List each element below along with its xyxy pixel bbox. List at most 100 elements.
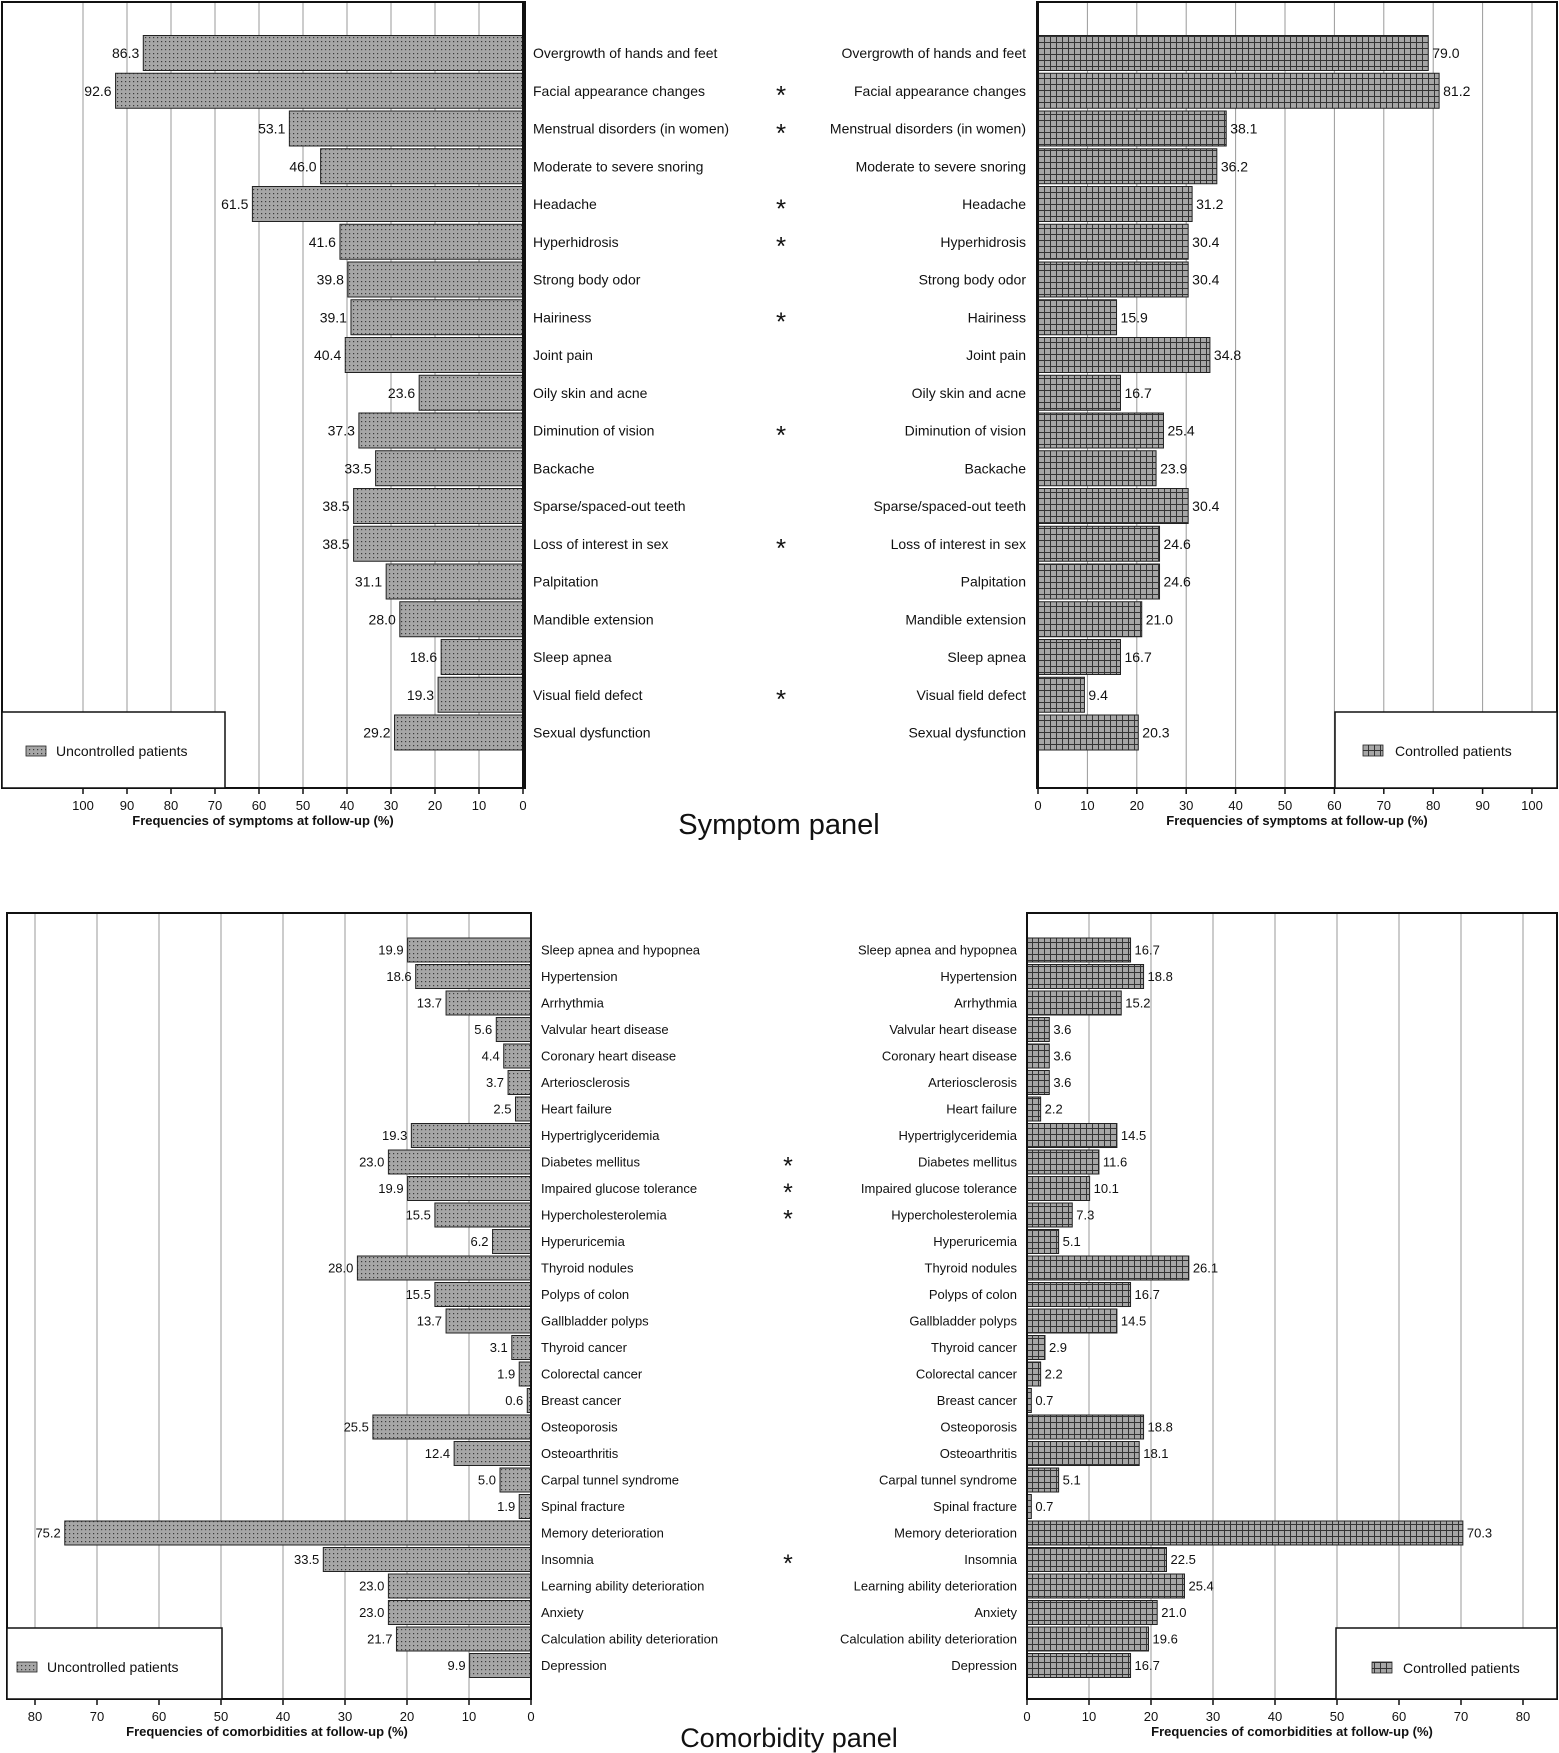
bar-value-label: 19.6 <box>1153 1632 1178 1647</box>
bar-insomnia <box>1026 1547 1167 1572</box>
x-tick-label: 80 <box>28 1709 42 1724</box>
x-tick-label: 70 <box>90 1709 104 1724</box>
symptom-right-frame <box>1036 1 1558 789</box>
bar-arteriosclerosis <box>1026 1070 1050 1095</box>
significance-star: * <box>776 118 786 148</box>
category-label-carpal-tunnel-syndrome: Carpal tunnel syndrome <box>541 1473 679 1488</box>
category-label-anxiety: Anxiety <box>974 1605 1017 1620</box>
category-label-depression: Depression <box>951 1658 1017 1673</box>
category-label-palpitation: Palpitation <box>533 574 598 590</box>
bar-value-label: 79.0 <box>1432 45 1459 61</box>
category-label-hairiness: Hairiness <box>968 309 1026 325</box>
bar-value-label: 15.5 <box>406 1208 431 1223</box>
category-label-calculation-ability-deterioration: Calculation ability deterioration <box>541 1632 718 1647</box>
bar-loss-of-interest-in-sex <box>1037 525 1161 562</box>
category-label-facial-appearance-changes: Facial appearance changes <box>854 83 1026 99</box>
x-tick-label: 30 <box>1179 798 1193 813</box>
category-label-sparse-spaced-out-teeth: Sparse/spaced-out teeth <box>873 498 1026 514</box>
bar-impaired-glucose-tolerance <box>407 1176 532 1201</box>
x-tick-label: 70 <box>1377 798 1391 813</box>
category-label-sparse-spaced-out-teeth: Sparse/spaced-out teeth <box>533 498 686 514</box>
bar-value-label: 18.1 <box>1143 1446 1168 1461</box>
x-tick-label: 0 <box>1023 1709 1030 1724</box>
category-label-coronary-heart-disease: Coronary heart disease <box>541 1049 676 1064</box>
category-label-hyperuricemia: Hyperuricemia <box>541 1234 626 1249</box>
bar-value-label: 1.9 <box>497 1367 515 1382</box>
bar-hypercholesterolemia <box>1026 1202 1073 1228</box>
bar-value-label: 23.6 <box>388 385 415 401</box>
x-tick-label: 90 <box>120 798 134 813</box>
category-label-moderate-to-severe-snoring: Moderate to severe snoring <box>856 158 1026 174</box>
bar-value-label: 26.1 <box>1193 1261 1218 1276</box>
category-label-impaired-glucose-tolerance: Impaired glucose tolerance <box>861 1181 1017 1196</box>
bar-thyroid-nodules <box>356 1255 532 1281</box>
bar-value-label: 20.3 <box>1142 725 1169 741</box>
bar-palpitation <box>1037 563 1161 600</box>
bar-value-label: 22.5 <box>1171 1552 1196 1567</box>
category-label-menstrual-disorders-in-women: Menstrual disorders (in women) <box>533 121 729 137</box>
category-label-depression: Depression <box>541 1658 607 1673</box>
category-label-mandible-extension: Mandible extension <box>905 611 1026 627</box>
bar-value-label: 15.2 <box>1125 996 1150 1011</box>
bar-value-label: 18.6 <box>386 969 411 984</box>
bar-valvular-heart-disease <box>495 1017 532 1042</box>
bar-value-label: 81.2 <box>1443 83 1470 99</box>
bar-facial-appearance-changes <box>115 72 524 109</box>
bar-carpal-tunnel-syndrome <box>499 1467 532 1493</box>
category-label-learning-ability-deterioration: Learning ability deterioration <box>854 1579 1017 1594</box>
significance-star: * <box>783 1550 793 1578</box>
bar-coronary-heart-disease <box>1026 1043 1050 1069</box>
bar-value-label: 14.5 <box>1121 1314 1146 1329</box>
category-label-arrhythmia: Arrhythmia <box>541 996 605 1011</box>
bar-diminution-of-vision <box>1037 412 1164 449</box>
bar-value-label: 2.9 <box>1049 1340 1067 1355</box>
category-label-colorectal-cancer: Colorectal cancer <box>541 1367 643 1382</box>
category-label-loss-of-interest-in-sex: Loss of interest in sex <box>891 536 1026 552</box>
bar-hypertension <box>415 964 532 989</box>
x-tick-label: 80 <box>1426 798 1440 813</box>
category-label-hypercholesterolemia: Hypercholesterolemia <box>541 1208 667 1223</box>
bar-value-label: 39.8 <box>317 272 344 288</box>
bar-value-label: 33.5 <box>344 460 371 476</box>
bar-value-label: 10.1 <box>1094 1181 1119 1196</box>
bar-value-label: 24.6 <box>1164 536 1191 552</box>
symptom-right-legend: Controlled patients <box>1334 711 1558 789</box>
bar-diabetes-mellitus <box>1026 1149 1100 1175</box>
category-label-diminution-of-vision: Diminution of vision <box>533 423 654 439</box>
bar-backache <box>375 450 524 487</box>
bar-calculation-ability-deterioration <box>395 1626 532 1652</box>
legend-swatch-grid <box>1371 1661 1393 1674</box>
category-label-coronary-heart-disease: Coronary heart disease <box>882 1049 1017 1064</box>
comorbidity-right-xlabel: Frequencies of comorbidities at follow-u… <box>1151 1724 1433 1739</box>
category-label-hypercholesterolemia: Hypercholesterolemia <box>891 1208 1017 1223</box>
bar-gallbladder-polyps <box>1026 1308 1118 1334</box>
bar-hyperhidrosis <box>1037 223 1189 260</box>
category-label-impaired-glucose-tolerance: Impaired glucose tolerance <box>541 1181 697 1196</box>
bar-value-label: 18.6 <box>410 649 437 665</box>
bar-menstrual-disorders-in-women <box>1037 110 1227 147</box>
bar-arrhythmia <box>445 990 532 1016</box>
bar-carpal-tunnel-syndrome <box>1026 1467 1060 1493</box>
bar-calculation-ability-deterioration <box>1026 1626 1150 1652</box>
category-label-arteriosclerosis: Arteriosclerosis <box>541 1075 630 1090</box>
bar-value-label: 46.0 <box>289 158 316 174</box>
x-tick-label: 40 <box>276 1709 290 1724</box>
bar-sleep-apnea-and-hypopnea <box>407 937 532 963</box>
bar-gallbladder-polyps <box>445 1308 532 1334</box>
bar-value-label: 38.1 <box>1230 121 1257 137</box>
symptom-left-frame <box>1 1 526 789</box>
bar-value-label: 3.1 <box>490 1340 508 1355</box>
comorbidity-significance-markers: **** <box>783 1152 793 1578</box>
x-tick-label: 20 <box>1130 798 1144 813</box>
x-tick-label: 80 <box>164 798 178 813</box>
bar-value-label: 34.8 <box>1214 347 1241 363</box>
bar-value-label: 18.8 <box>1148 1420 1173 1435</box>
bar-headache <box>251 186 524 222</box>
category-label-spinal-fracture: Spinal fracture <box>933 1499 1017 1514</box>
bar-value-label: 53.1 <box>258 121 285 137</box>
category-label-sexual-dysfunction: Sexual dysfunction <box>533 725 651 741</box>
bar-value-label: 15.9 <box>1121 309 1148 325</box>
significance-star: * <box>776 684 786 714</box>
category-label-thyroid-cancer: Thyroid cancer <box>541 1340 628 1355</box>
comorbidity-left-xlabel: Frequencies of comorbidities at follow-u… <box>126 1724 408 1739</box>
